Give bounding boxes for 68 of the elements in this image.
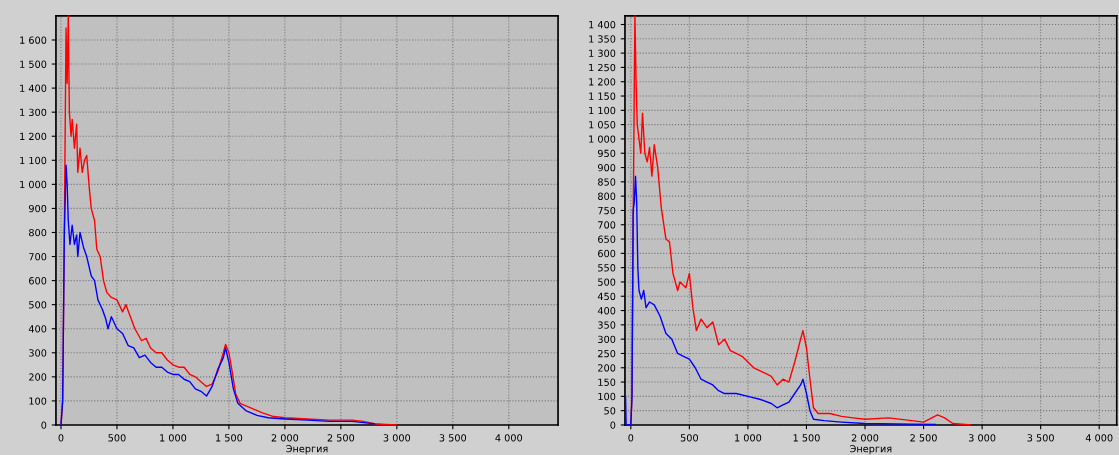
y-tick-label: 1 500 bbox=[20, 60, 47, 68]
x-axis-title: Энергия bbox=[850, 444, 892, 455]
y-tick-label: 1 000 bbox=[589, 135, 616, 143]
y-tick-label: 500 bbox=[29, 301, 47, 309]
y-tick-label: 500 bbox=[598, 278, 616, 286]
y-tick-label: 200 bbox=[598, 364, 616, 372]
y-tick-label: 1 300 bbox=[20, 108, 47, 116]
y-tick-label: 1 350 bbox=[589, 35, 616, 43]
x-tick-label: 3 000 bbox=[383, 434, 411, 442]
y-tick-label: 350 bbox=[598, 321, 616, 329]
y-tick-label: 50 bbox=[604, 407, 616, 415]
y-tick-label: 650 bbox=[598, 235, 616, 243]
y-tick-label: 550 bbox=[598, 264, 616, 272]
x-tick-label: 1 500 bbox=[793, 434, 820, 442]
x-tick-label: 1 500 bbox=[216, 434, 243, 442]
y-tick-label: 0 bbox=[610, 421, 616, 429]
y-tick-label: 1 000 bbox=[20, 180, 47, 189]
y-tick-label: 1 300 bbox=[589, 49, 616, 57]
y-tick-label: 700 bbox=[29, 253, 47, 261]
x-tick-label: 3 000 bbox=[968, 434, 996, 442]
y-tick-label: 1 250 bbox=[589, 63, 616, 72]
x-tick-label: 500 bbox=[108, 434, 126, 442]
y-tick-label: 100 bbox=[598, 392, 616, 401]
y-tick-label: 1 400 bbox=[20, 84, 47, 92]
y-tick-label: 1 100 bbox=[589, 106, 616, 115]
y-tick-label: 1 600 bbox=[20, 36, 47, 44]
x-tick-label: 4 000 bbox=[1085, 434, 1113, 442]
y-tick-label: 1 100 bbox=[20, 156, 47, 165]
x-tick-label: 3 500 bbox=[439, 434, 467, 442]
line-series bbox=[60, 164, 376, 426]
x-tick-label: 0 bbox=[628, 434, 634, 442]
y-tick-label: 300 bbox=[29, 349, 47, 357]
y-tick-label: 900 bbox=[597, 164, 616, 172]
y-tick-label: 100 bbox=[29, 397, 47, 405]
line-series bbox=[624, 175, 936, 426]
x-tick-label: 4 000 bbox=[495, 434, 523, 442]
y-tick-label: 0 bbox=[41, 421, 47, 429]
y-tick-label: 1 150 bbox=[589, 92, 616, 100]
y-tick-label: 150 bbox=[598, 378, 616, 386]
x-tick-label: 500 bbox=[680, 434, 698, 442]
y-tick-label: 800 bbox=[29, 228, 47, 237]
y-tick-label: 700 bbox=[598, 221, 616, 229]
y-tick-label: 250 bbox=[598, 349, 616, 358]
y-tick-label: 400 bbox=[597, 307, 616, 315]
y-tick-label: 300 bbox=[598, 335, 616, 343]
y-tick-label: 1 400 bbox=[589, 20, 616, 29]
x-tick-label: 2 000 bbox=[851, 434, 879, 442]
x-tick-label: 3 500 bbox=[1027, 434, 1054, 442]
y-tick-label: 950 bbox=[597, 149, 616, 158]
x-tick-label: 1 000 bbox=[735, 434, 762, 442]
y-tick-label: 1 050 bbox=[589, 121, 616, 129]
y-tick-label: 750 bbox=[598, 206, 616, 215]
y-tick-label: 200 bbox=[29, 373, 47, 381]
y-tick-label: 600 bbox=[598, 249, 616, 258]
y-tick-label: 1 200 bbox=[589, 78, 616, 86]
y-tick-label: 600 bbox=[29, 277, 47, 285]
x-tick-label: 2 500 bbox=[327, 434, 355, 442]
x-tick-label: 1 000 bbox=[160, 434, 187, 442]
y-tick-label: 400 bbox=[28, 325, 47, 333]
y-tick-label: 800 bbox=[598, 192, 616, 200]
y-tick-label: 1 200 bbox=[20, 132, 47, 141]
x-tick-label: 2 000 bbox=[271, 434, 299, 442]
x-tick-label: 0 bbox=[58, 434, 64, 442]
x-axis-title: Энергия bbox=[286, 444, 328, 455]
y-tick-label: 900 bbox=[28, 204, 47, 213]
x-tick-label: 2 500 bbox=[910, 434, 937, 442]
y-tick-label: 850 bbox=[598, 178, 616, 186]
y-tick-label: 450 bbox=[597, 292, 616, 301]
